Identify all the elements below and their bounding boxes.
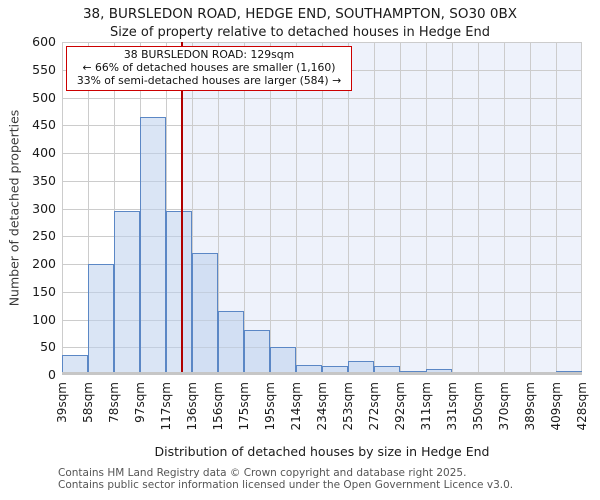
y-tick-label: 500: [32, 89, 56, 105]
grid-line-horizontal: [62, 125, 582, 127]
x-tick-label: 136sqm: [185, 382, 199, 431]
y-tick-label: 50: [40, 339, 56, 355]
histogram-bar: [114, 211, 140, 372]
x-tick-label: 389sqm: [523, 382, 537, 431]
histogram-bar: [556, 370, 582, 372]
grid-line-vertical: [62, 42, 63, 372]
x-tick-label: 311sqm: [419, 382, 433, 431]
histogram-bar: [348, 360, 374, 372]
annotation-line-3: 33% of semi-detached houses are larger (…: [76, 73, 342, 87]
grid-line-vertical: [530, 42, 531, 372]
histogram-bar: [296, 364, 322, 372]
grid-line-vertical: [374, 42, 375, 372]
y-tick-label: 200: [32, 256, 56, 271]
grid-line-vertical: [504, 42, 505, 372]
x-tick-label: 272sqm: [367, 382, 381, 431]
grid-line-vertical: [581, 42, 582, 372]
x-tick-label: 292sqm: [393, 382, 407, 431]
grid-line-horizontal: [62, 319, 582, 321]
x-axis-label: Distribution of detached houses by size …: [154, 444, 490, 459]
grid-line-horizontal: [62, 97, 582, 99]
grid-line-vertical: [400, 42, 401, 372]
grid-line-horizontal: [62, 264, 582, 265]
histogram-bar: [88, 263, 114, 372]
histogram-bar: [192, 252, 218, 372]
footer-line-2: Contains public sector information licen…: [58, 479, 514, 491]
x-tick-label: 234sqm: [315, 382, 329, 431]
annotation-box: 38 BURSLEDON ROAD: 129sqm ← 66% of detac…: [66, 46, 352, 91]
grid-line-vertical: [296, 42, 297, 372]
grid-line-vertical: [88, 42, 89, 372]
y-tick-label: 150: [32, 283, 56, 299]
grid-line-vertical: [478, 42, 479, 372]
grid-line-horizontal: [62, 291, 582, 293]
grid-line-horizontal: [62, 347, 582, 349]
grid-line-horizontal: [62, 208, 582, 210]
x-tick-label: 253sqm: [341, 382, 355, 431]
x-tick-label: 195sqm: [263, 382, 277, 431]
histogram-bar: [426, 369, 452, 372]
grid-line-vertical: [192, 42, 193, 372]
grid-line-vertical: [556, 42, 557, 372]
y-tick-label: 100: [32, 311, 56, 327]
grid-line-vertical: [218, 42, 219, 372]
histogram-bar: [218, 310, 244, 372]
x-tick-label: 214sqm: [289, 382, 303, 431]
grid-line-vertical: [426, 42, 427, 372]
shaded-region-right-of-marker: [182, 42, 582, 372]
annotation-line-1: 38 BURSLEDON ROAD: 129sqm: [123, 48, 295, 61]
y-tick-label: 250: [32, 228, 56, 244]
x-tick-label: 58sqm: [81, 382, 95, 423]
y-tick-label: 450: [32, 117, 56, 133]
grid-line-vertical: [348, 42, 349, 372]
x-tick-label: 350sqm: [471, 382, 485, 431]
y-tick-label: 600: [32, 34, 56, 49]
x-tick-label: 428sqm: [575, 382, 589, 431]
annotation-line-2: ← 66% of detached houses are smaller (1,…: [82, 60, 336, 74]
histogram-bar: [244, 330, 270, 372]
property-size-marker-line: [181, 42, 184, 372]
grid-line-vertical: [322, 42, 323, 372]
x-tick-label: 175sqm: [237, 382, 251, 431]
footer-line-1: Contains HM Land Registry data © Crown c…: [58, 467, 467, 479]
histogram-bar: [140, 116, 166, 372]
plot-area: 38 BURSLEDON ROAD: 129sqm ← 66% of detac…: [62, 42, 582, 375]
x-tick-label: 78sqm: [107, 382, 121, 423]
x-tick-label: 97sqm: [133, 382, 147, 423]
y-tick-label: 400: [32, 145, 56, 160]
histogram-bar: [374, 366, 400, 372]
grid-line-horizontal: [62, 180, 582, 182]
x-tick-label: 117sqm: [159, 382, 173, 431]
chart-subtitle: Size of property relative to detached ho…: [110, 25, 490, 40]
x-tick-label: 409sqm: [549, 382, 563, 431]
y-tick-label: 350: [32, 172, 56, 188]
histogram-bar: [400, 370, 426, 372]
grid-line-horizontal: [62, 153, 582, 154]
grid-line-horizontal: [62, 42, 582, 43]
y-tick-label: 300: [32, 200, 56, 216]
histogram-bar: [322, 365, 348, 372]
x-tick-label: 370sqm: [497, 382, 511, 431]
grid-line-vertical: [114, 42, 115, 372]
y-tick-label: 0: [48, 367, 56, 382]
grid-line-horizontal: [62, 236, 582, 238]
grid-line-vertical: [452, 42, 453, 372]
chart-title: 38, BURSLEDON ROAD, HEDGE END, SOUTHAMPT…: [82, 6, 518, 22]
histogram-bar: [166, 211, 192, 372]
histogram-bar: [62, 355, 88, 372]
y-tick-label: 550: [32, 61, 56, 77]
grid-line-vertical: [244, 42, 245, 372]
histogram-bar: [270, 347, 296, 372]
grid-line-vertical: [270, 42, 271, 372]
x-tick-label: 331sqm: [445, 382, 459, 431]
x-tick-label: 39sqm: [55, 382, 69, 423]
grid-line-vertical: [166, 42, 167, 372]
x-tick-label: 156sqm: [211, 382, 225, 431]
